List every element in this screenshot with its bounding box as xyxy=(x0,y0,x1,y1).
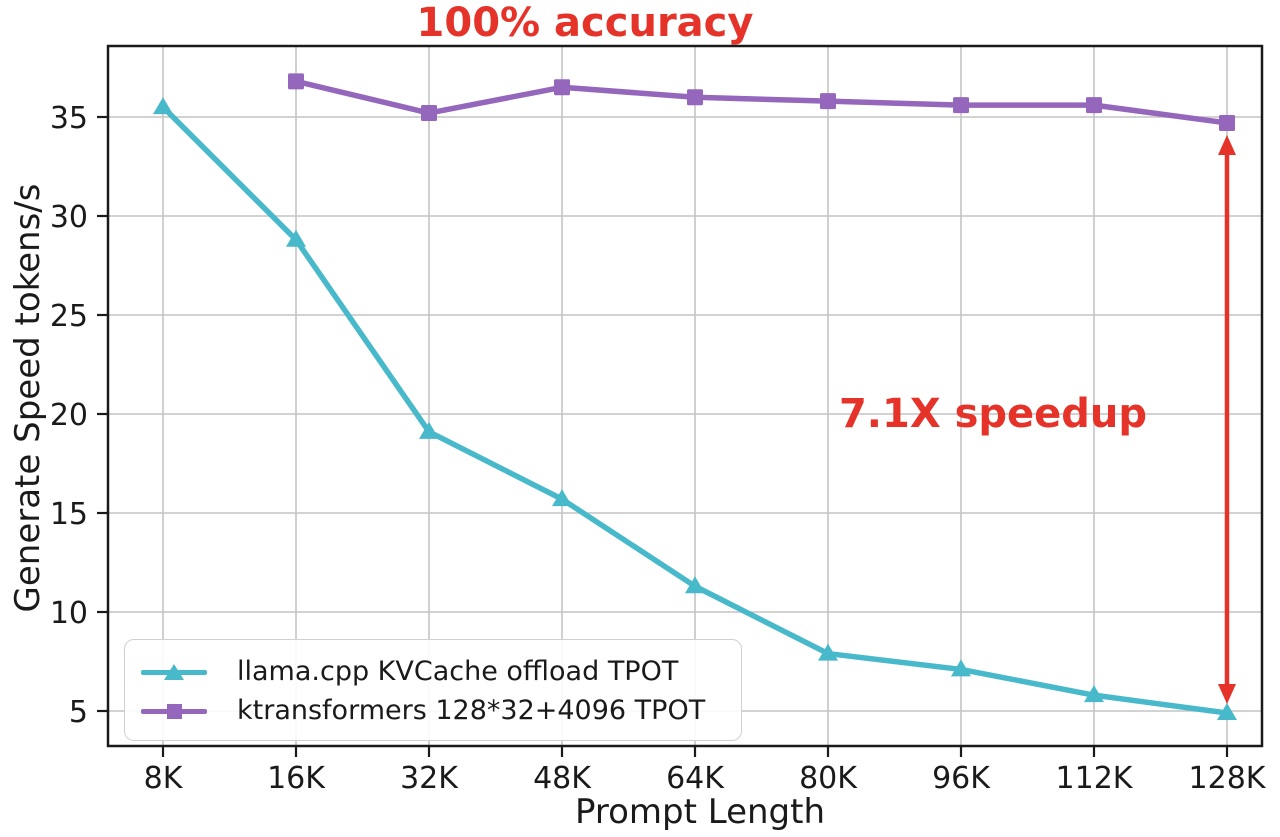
triangle-marker-icon xyxy=(153,97,173,115)
svg-text:64K: 64K xyxy=(666,761,725,796)
svg-text:25: 25 xyxy=(50,299,88,334)
square-marker-icon xyxy=(687,89,703,106)
svg-text:35: 35 xyxy=(50,101,88,136)
plot-border xyxy=(106,44,1264,748)
svg-text:8K: 8K xyxy=(144,761,184,796)
triangle-marker-icon xyxy=(552,489,572,507)
x-axis-label: Prompt Length xyxy=(574,792,826,832)
title-annotation: 100% accuracy xyxy=(416,0,754,46)
triangle-marker-icon xyxy=(685,576,705,594)
legend-item-llama: llama.cpp KVCache offload TPOT xyxy=(141,653,721,691)
triangle-marker-icon xyxy=(1217,702,1237,720)
svg-text:15: 15 xyxy=(50,497,88,532)
svg-text:32K: 32K xyxy=(400,761,459,796)
svg-text:20: 20 xyxy=(50,398,88,433)
square-marker-icon xyxy=(1086,97,1102,114)
square-marker-icon xyxy=(167,703,182,719)
legend: llama.cpp KVCache offload TPOT ktransfor… xyxy=(124,639,742,741)
triangle-marker-icon xyxy=(286,229,306,247)
series-0 xyxy=(153,97,1237,720)
svg-text:16K: 16K xyxy=(267,761,326,796)
triangle-marker-icon xyxy=(419,421,439,439)
y-axis-label: Generate Speed tokens/s xyxy=(8,183,48,613)
x-tick-labels: 8K 16K 32K 48K 64K 80K 96K 112K 128K xyxy=(144,761,1267,796)
triangle-marker-icon xyxy=(1084,685,1104,703)
square-marker-icon xyxy=(1219,114,1235,131)
square-marker-icon xyxy=(953,97,969,114)
svg-text:10: 10 xyxy=(50,596,88,631)
square-marker-icon xyxy=(288,73,304,90)
square-marker-icon xyxy=(820,93,836,110)
svg-text:48K: 48K xyxy=(533,761,592,796)
triangle-marker-icon xyxy=(164,663,184,680)
gridlines xyxy=(108,46,1262,746)
svg-text:5: 5 xyxy=(69,695,88,730)
y-tick-labels: 5 10 15 20 25 30 35 xyxy=(50,101,88,730)
triangle-marker-icon xyxy=(818,643,838,661)
square-marker-icon xyxy=(421,105,437,122)
legend-label-ktransformers: ktransformers 128*32+4096 TPOT xyxy=(237,695,706,726)
svg-text:128K: 128K xyxy=(1189,761,1267,796)
series-1 xyxy=(288,73,1235,131)
legend-label-llama: llama.cpp KVCache offload TPOT xyxy=(237,656,679,687)
triangle-marker-icon xyxy=(951,659,971,677)
tick-marks xyxy=(97,115,1229,757)
svg-text:96K: 96K xyxy=(932,761,991,796)
ktransformers-series-sample xyxy=(141,692,207,730)
svg-text:80K: 80K xyxy=(799,761,858,796)
llama-series-sample xyxy=(141,653,207,691)
square-marker-icon xyxy=(554,79,570,96)
svg-text:112K: 112K xyxy=(1056,761,1134,796)
speedup-arrow xyxy=(1218,134,1236,704)
svg-text:30: 30 xyxy=(50,200,88,235)
speedup-annotation: 7.1X speedup xyxy=(838,391,1148,437)
legend-item-ktransformers: ktransformers 128*32+4096 TPOT xyxy=(141,692,721,730)
